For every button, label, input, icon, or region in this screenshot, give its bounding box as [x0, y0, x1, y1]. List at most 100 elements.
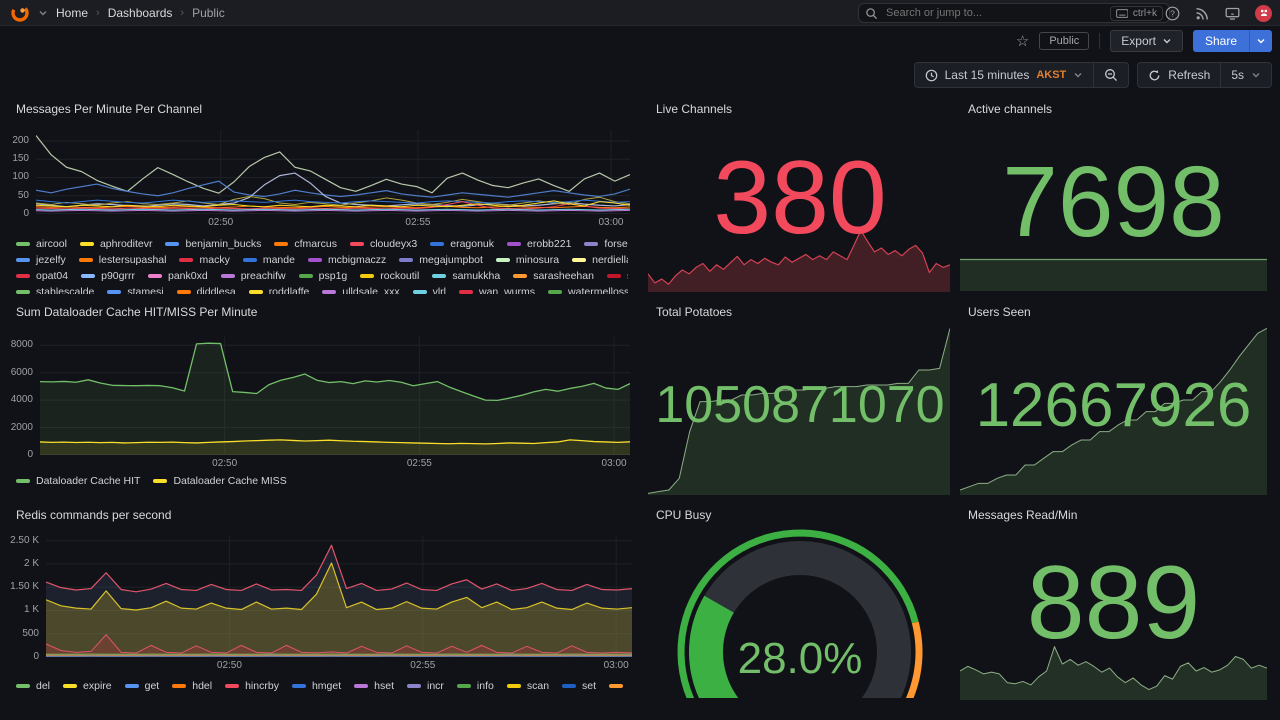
star-favorite-icon[interactable]: ☆ — [1015, 32, 1030, 50]
panel-title[interactable]: Active channels — [968, 102, 1053, 116]
legend-item[interactable]: benjamin_bucks — [165, 238, 261, 250]
chevron-down-icon[interactable] — [38, 8, 48, 18]
legend-item[interactable]: set — [562, 680, 596, 692]
legend-item[interactable]: get — [124, 680, 159, 692]
legend-item[interactable]: stablescalde — [16, 286, 94, 294]
legend-item[interactable]: hincrby — [225, 680, 279, 692]
legend-item[interactable]: samukkha — [432, 270, 500, 282]
legend-item[interactable]: cloudeyx3 — [349, 238, 417, 250]
sparkline-chart[interactable] — [648, 325, 950, 495]
legend-swatch — [430, 242, 445, 246]
zoom-out-time-button[interactable] — [1093, 63, 1128, 87]
legend-item[interactable]: hset — [354, 680, 394, 692]
public-tag[interactable]: Public — [1039, 32, 1090, 50]
legend-item[interactable]: minosura — [495, 254, 559, 266]
panel-title[interactable]: Messages Read/Min — [968, 508, 1078, 522]
legend-item[interactable]: wan_wurms — [459, 286, 535, 294]
legend-item[interactable]: cfmarcus — [274, 238, 337, 250]
y-tick-label: 0 — [33, 651, 39, 662]
legend-swatch — [16, 684, 30, 688]
legend-item[interactable]: megajumpbot — [399, 254, 483, 266]
legend-item[interactable]: erobb221 — [507, 238, 571, 250]
breadcrumb-dashboards[interactable]: Dashboards — [107, 5, 173, 20]
news-rss-icon[interactable] — [1195, 6, 1210, 21]
legend-item[interactable]: info — [456, 680, 494, 692]
panel-title[interactable]: Total Potatoes — [656, 305, 733, 319]
refresh-interval-dropdown[interactable]: 5s — [1220, 63, 1271, 87]
legend-item[interactable]: preachifw — [220, 270, 286, 282]
legend-item[interactable]: aircool — [16, 238, 67, 250]
y-tick-label: 4000 — [10, 394, 33, 406]
legend-item[interactable]: send0o — [606, 270, 628, 282]
legend-item[interactable]: Dataloader Cache MISS — [153, 475, 287, 487]
breadcrumb-home[interactable]: Home — [56, 5, 89, 20]
sparkline-chart[interactable] — [648, 224, 950, 292]
legend-item[interactable]: scan — [506, 680, 549, 692]
legend-item[interactable]: setex — [609, 680, 628, 692]
sparkline-chart[interactable] — [960, 257, 1267, 291]
legend-item[interactable]: nerdiella — [572, 254, 628, 266]
time-range-picker[interactable]: Last 15 minutes AKST — [915, 63, 1094, 87]
legend-item[interactable]: rockoutil — [360, 270, 419, 282]
top-nav-bar: Home › Dashboards › Public ctrl+k ? — [0, 0, 1280, 26]
panel-title[interactable]: Live Channels — [656, 102, 733, 116]
grafana-logo-icon[interactable] — [10, 3, 30, 23]
legend-swatch — [179, 258, 194, 262]
legend-item[interactable]: watermelloss — [548, 286, 628, 294]
timeseries-chart[interactable] — [36, 130, 630, 214]
legend-item[interactable]: pank0xd — [147, 270, 208, 282]
legend-item[interactable]: expire — [63, 680, 112, 692]
kiosk-monitor-icon[interactable] — [1225, 6, 1240, 21]
export-button[interactable]: Export — [1110, 30, 1183, 52]
share-dropdown-button[interactable] — [1249, 30, 1272, 52]
share-button[interactable]: Share — [1192, 30, 1249, 52]
panel-title[interactable]: Redis commands per second — [16, 508, 172, 522]
legend-swatch — [225, 684, 240, 688]
legend-item[interactable]: hmget — [291, 680, 341, 692]
gauge-chart[interactable] — [660, 524, 940, 698]
legend-item[interactable]: mande — [242, 254, 295, 266]
legend-item[interactable]: roddlaffe — [248, 286, 309, 294]
legend-item[interactable]: mcbigmaczz — [307, 254, 386, 266]
search-input[interactable] — [884, 6, 1104, 20]
timeseries-chart[interactable] — [40, 337, 630, 455]
legend-item[interactable]: eragonuk — [430, 238, 494, 250]
legend-swatch — [354, 684, 369, 688]
legend-item[interactable]: p90grrr — [81, 270, 135, 282]
legend-item[interactable]: aphroditevr — [79, 238, 152, 250]
legend-item[interactable]: forsen — [584, 238, 628, 250]
legend-item[interactable]: jezelfy — [16, 254, 66, 266]
legend-item[interactable]: sarasheehan — [513, 270, 594, 282]
panel-title[interactable]: CPU Busy — [656, 508, 712, 522]
legend-item[interactable]: opat04 — [16, 270, 68, 282]
legend-item[interactable]: incr — [407, 680, 444, 692]
panel-title[interactable]: Users Seen — [968, 305, 1031, 319]
legend-item[interactable]: lestersupashal — [78, 254, 166, 266]
breadcrumb-current-public[interactable]: Public — [192, 5, 225, 20]
legend-item[interactable]: ulldsale_xxx — [322, 286, 400, 294]
legend-item[interactable]: stamesi — [107, 286, 164, 294]
search-bar[interactable]: ctrl+k — [858, 3, 1170, 23]
legend-swatch — [606, 274, 621, 278]
legend-item[interactable]: del — [16, 680, 50, 692]
legend-item[interactable]: vlrl — [412, 286, 446, 294]
refresh-button[interactable]: Refresh — [1138, 63, 1220, 87]
legend-item[interactable]: Dataloader Cache HIT — [16, 475, 140, 487]
y-tick-label: 500 — [22, 627, 39, 639]
legend-item[interactable]: hdel — [172, 680, 212, 692]
legend-item[interactable]: psp1g — [298, 270, 347, 282]
panel-cpu-busy: CPU Busy 28.0% — [648, 502, 952, 720]
sparkline-chart[interactable] — [960, 325, 1267, 495]
panel-title[interactable]: Sum Dataloader Cache HIT/MISS Per Minute — [16, 305, 258, 319]
legend-item[interactable]: macky — [179, 254, 230, 266]
y-tick-label: 200 — [12, 134, 29, 146]
x-tick-label: 02:50 — [212, 458, 238, 469]
help-icon[interactable]: ? — [1165, 6, 1180, 21]
sparkline-chart[interactable] — [960, 642, 1267, 700]
user-avatar[interactable] — [1255, 4, 1272, 22]
timeseries-chart[interactable] — [46, 536, 632, 657]
search-icon — [865, 7, 878, 20]
legend-item[interactable]: diddlesa — [176, 286, 236, 294]
panel-title[interactable]: Messages Per Minute Per Channel — [16, 102, 203, 116]
legend-swatch — [81, 274, 96, 278]
